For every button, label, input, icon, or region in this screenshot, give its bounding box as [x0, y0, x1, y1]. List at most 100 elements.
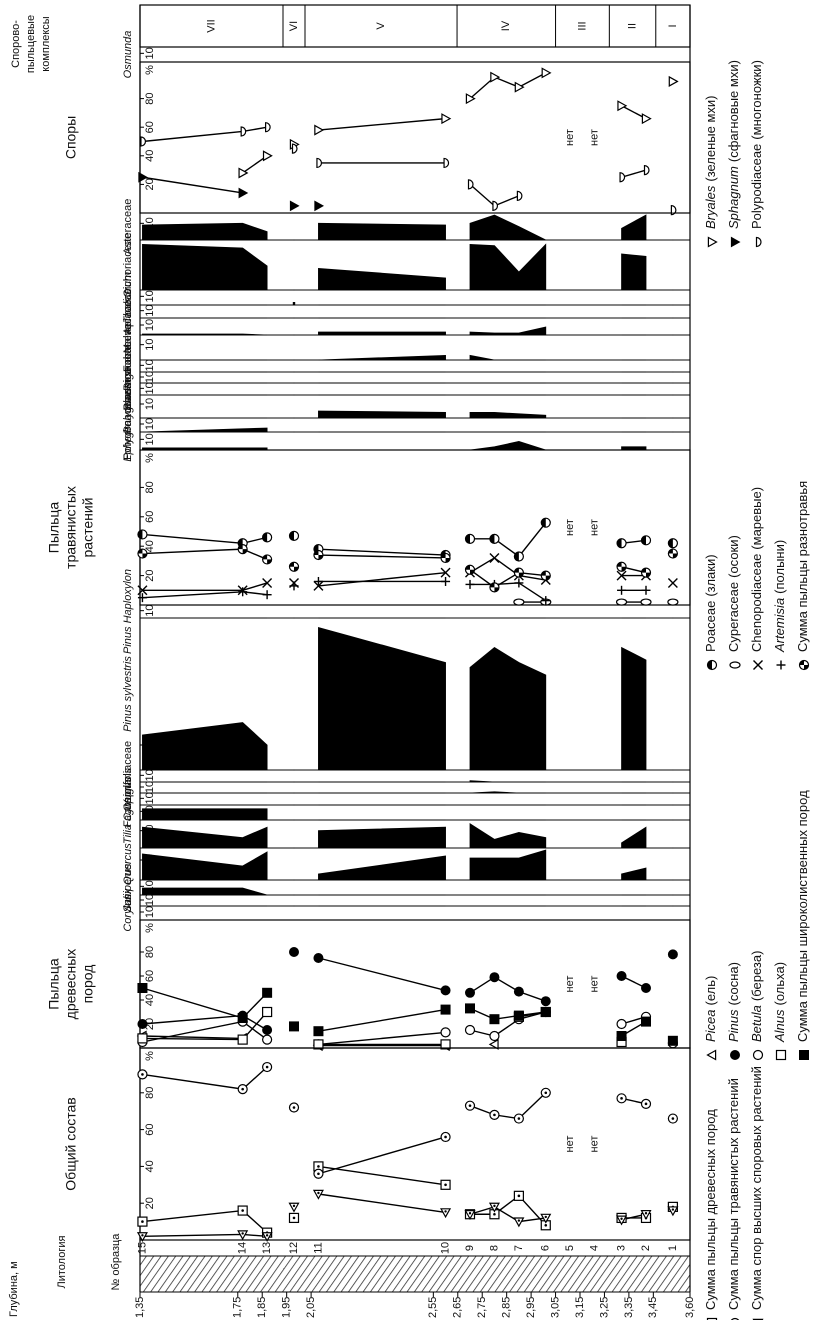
data-point	[540, 1007, 551, 1017]
data-point	[617, 585, 627, 595]
legend-label: Betula (береза)	[749, 951, 764, 1042]
data-point	[489, 582, 500, 593]
x-tick-label: 2,05	[305, 1297, 317, 1318]
marker-shape	[706, 1317, 718, 1320]
data-point	[488, 1202, 500, 1213]
panel-title: растений	[80, 498, 96, 558]
marker-dot	[292, 1106, 296, 1109]
complex-label: I	[667, 24, 679, 27]
data-point	[262, 590, 272, 600]
marker-dot	[517, 1194, 521, 1198]
data-point	[513, 986, 524, 997]
y-tick-label: 80	[144, 92, 156, 104]
marker-shape	[640, 598, 652, 606]
marker-shape	[140, 136, 147, 147]
sample-label: 4	[589, 1245, 601, 1251]
marker-shape	[238, 544, 248, 554]
y-tick-label: 10	[144, 305, 156, 317]
y-tick-label: 60	[144, 970, 156, 982]
marker-shape	[730, 1050, 740, 1060]
x-tick-label: 2,85	[501, 1297, 513, 1318]
data-point	[641, 113, 652, 125]
data-point	[616, 538, 627, 549]
marker-shape	[262, 554, 272, 564]
data-point	[667, 949, 678, 960]
sample-label: 13	[261, 1242, 273, 1254]
data-point	[314, 200, 324, 212]
sample-column-label: № образца	[110, 1233, 122, 1291]
series-line	[318, 1031, 446, 1046]
marker-shape	[489, 972, 500, 983]
marker-dot	[544, 1223, 548, 1227]
marker-shape	[465, 93, 476, 105]
data-point	[137, 1033, 148, 1044]
marker-dot	[644, 1102, 648, 1106]
marker-shape	[617, 538, 622, 548]
area	[621, 253, 647, 291]
marker-shape	[488, 1202, 500, 1213]
series-line	[470, 1194, 547, 1226]
data-point	[262, 1061, 273, 1073]
data-point	[641, 585, 651, 595]
data-point	[640, 567, 652, 578]
legend-note: (злаки)	[703, 554, 718, 596]
data-point	[667, 548, 678, 559]
marker-shape	[540, 996, 551, 1007]
data-point	[513, 598, 525, 606]
x-tick-label: 3,25	[598, 1297, 610, 1318]
complex-label: II	[626, 23, 638, 29]
marker-dot	[292, 1204, 296, 1208]
data-point	[465, 987, 475, 998]
marker-dot	[644, 1212, 648, 1215]
data-point	[514, 578, 524, 588]
marker-shape	[313, 550, 323, 560]
data-point	[640, 1210, 652, 1220]
data-point	[641, 1016, 651, 1027]
legend-label: Pinus (сосна)	[726, 962, 741, 1042]
x-tick-label: 3,15	[574, 1297, 586, 1318]
marker-shape	[667, 577, 678, 588]
marker-shape	[440, 567, 451, 578]
data-point	[489, 533, 500, 544]
legend-label: Сумма пыльцы травянистых растений	[726, 1078, 741, 1310]
marker-shape	[262, 1025, 273, 1035]
y-tick-label: 10	[144, 382, 156, 394]
marker-shape	[616, 971, 627, 981]
panel-title: Corylus	[122, 894, 134, 932]
legend-note: (осоки)	[726, 535, 741, 578]
x-tick-label: 2,95	[525, 1297, 537, 1318]
data-point	[464, 1100, 476, 1111]
legend-symbol	[729, 661, 741, 669]
data-point	[667, 598, 679, 606]
marker-dot	[317, 1172, 320, 1176]
marker-shape	[289, 562, 299, 572]
area	[142, 808, 268, 821]
legend-name: Picea	[703, 1009, 718, 1042]
panel-title: Salix	[122, 888, 134, 912]
data-point	[137, 1019, 148, 1029]
sample-label: 11	[312, 1242, 324, 1253]
y-tick-label: 10	[144, 418, 156, 430]
panel-title: древесных	[63, 949, 79, 1020]
legend-name: Сумма спор высших споровых растений	[749, 1066, 764, 1310]
marker-shape	[707, 236, 718, 248]
marker-dot	[517, 1117, 521, 1120]
complex-label: VI	[288, 21, 300, 31]
marker-shape	[514, 551, 519, 561]
data-point	[314, 124, 325, 136]
marker-dot	[317, 1191, 320, 1195]
sample-label: 1	[667, 1245, 679, 1251]
data-point	[140, 136, 147, 147]
marker-shape	[138, 171, 148, 183]
marker-shape	[707, 660, 712, 670]
legend-symbol	[755, 236, 762, 248]
data-point	[489, 1109, 500, 1120]
absent-label: нет	[589, 1136, 601, 1153]
marker-shape	[237, 1013, 248, 1023]
legend-name: Artemisia	[772, 598, 787, 653]
marker-shape	[489, 1014, 500, 1025]
series-line	[469, 72, 547, 100]
legend-name: Сумма пыльцы широколиственных пород	[795, 790, 810, 1042]
y-tick-label: 40	[144, 994, 156, 1006]
